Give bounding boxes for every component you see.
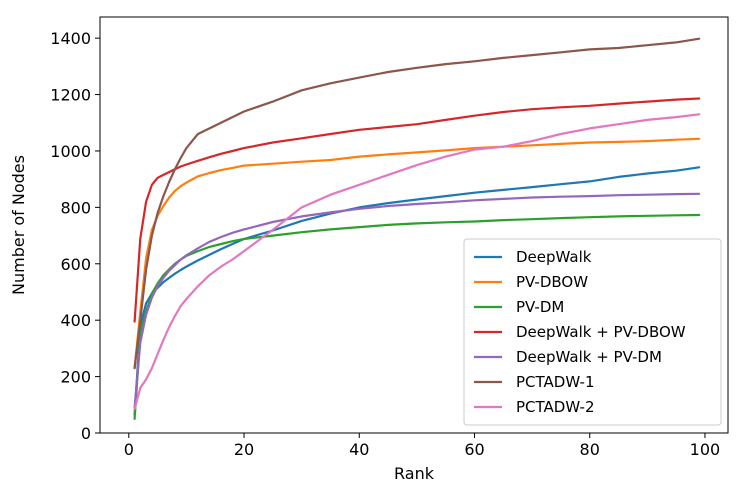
y-tick-label: 1200 [50,86,91,105]
series-line [133,113,701,411]
y-tick-label: 0 [81,424,91,443]
legend-label: DeepWalk [516,248,592,266]
x-tick-label: 0 [124,440,134,459]
y-tick-label: 1400 [50,29,91,48]
legend-label: PV-DBOW [516,273,588,291]
x-tick-label: 40 [349,440,369,459]
x-tick-label: 80 [580,440,600,459]
series-layer [133,37,701,420]
y-tick-label: 1000 [50,142,91,161]
series-line [133,192,701,409]
series-line [133,137,701,370]
y-tick-label: 800 [60,198,91,217]
legend: DeepWalk PV-DBOW PV-DM DeepWalk + PV-DBOW De… [463,238,722,426]
legend-label: PCTADW-1 [516,373,595,391]
legend-label: PCTADW-2 [516,398,595,416]
y-axis-label: Number of Nodes [9,155,28,295]
series-line [133,213,701,420]
y-tick-label: 600 [60,255,91,274]
x-tick-label: 60 [464,440,484,459]
legend-label: DeepWalk + PV-DBOW [516,323,686,341]
legend-label: DeepWalk + PV-DM [516,348,662,366]
series-line [133,97,701,323]
legend-box [463,238,722,426]
x-axis: 0 20 40 60 80 100 [124,433,721,459]
legend-label: PV-DM [516,298,564,316]
x-tick-label: 20 [234,440,254,459]
y-axis: 0 200 400 600 800 1000 1200 1400 [50,29,100,443]
x-tick-label: 100 [690,440,721,459]
plot-frame [99,16,729,434]
y-tick-label: 200 [60,368,91,387]
y-tick-label: 400 [60,311,91,330]
series-line [133,37,701,370]
x-axis-label: Rank [394,464,435,483]
